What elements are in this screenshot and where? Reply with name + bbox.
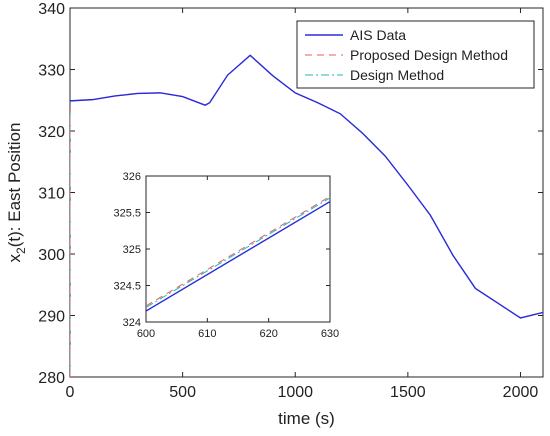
legend-box xyxy=(296,20,535,89)
main-xtick-label: 0 xyxy=(66,384,75,401)
legend-label-design-method: Design Method xyxy=(350,67,444,83)
main-xtick-label: 500 xyxy=(169,384,196,401)
inset-plot: 600 610 620 630 324 324.5 325 325.5 326 xyxy=(113,171,339,340)
inset-xtick-label: 610 xyxy=(198,328,216,340)
main-xtick-label: 2000 xyxy=(503,384,539,401)
main-ytick-label: 310 xyxy=(38,185,65,202)
y-axis-label-main: x xyxy=(5,253,24,262)
main-ytick-label: 290 xyxy=(38,308,65,325)
main-ytick-label: 300 xyxy=(38,247,65,264)
main-series-ais-data xyxy=(70,54,543,319)
legend-label-ais-data: AIS Data xyxy=(350,27,406,43)
inset-ytick-label: 324 xyxy=(123,317,141,329)
inset-series-ais-data xyxy=(146,200,330,312)
inset-ytick-label: 324.5 xyxy=(113,280,141,292)
main-ytick-label: 340 xyxy=(38,1,65,18)
inset-xtick-label: 600 xyxy=(137,328,155,340)
inset-xtick-label: 630 xyxy=(321,328,339,340)
y-axis-label: x2(t): East Position xyxy=(5,123,28,263)
y-axis-label-tail: (t): East Position xyxy=(5,123,24,248)
inset-xtick-label: 620 xyxy=(259,328,277,340)
main-ytick-label: 330 xyxy=(38,62,65,79)
legend: AIS Data Proposed Design Method Design Met… xyxy=(296,20,535,89)
x-axis-label: time (s) xyxy=(278,409,335,428)
inset-ytick-label: 325.5 xyxy=(113,207,141,219)
main-xtick-label: 1000 xyxy=(277,384,313,401)
inset-frame xyxy=(145,175,331,323)
y-axis-label-subscript: 2 xyxy=(14,247,28,254)
legend-label-proposed-design-method: Proposed Design Method xyxy=(350,47,508,63)
main-ytick-label: 280 xyxy=(38,370,65,387)
main-ytick-label: 320 xyxy=(38,124,65,141)
inset-ytick-label: 326 xyxy=(123,171,141,183)
inset-series-design-method xyxy=(146,197,330,308)
main-xtick-label: 1500 xyxy=(390,384,426,401)
inset-ytick-label: 325 xyxy=(123,244,141,256)
